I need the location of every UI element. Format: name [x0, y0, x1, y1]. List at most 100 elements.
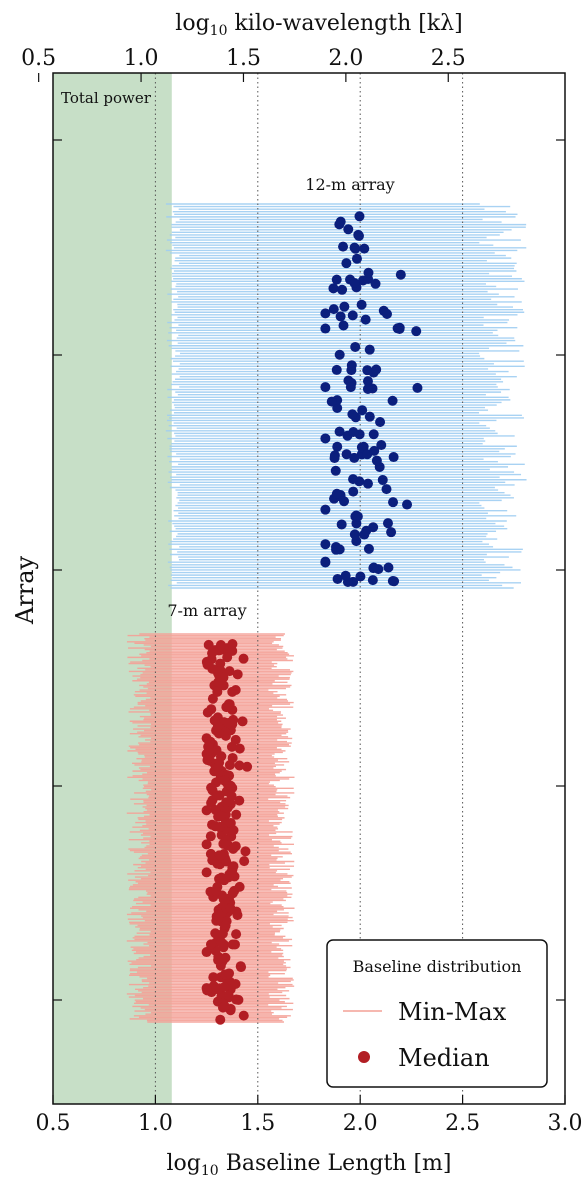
median-point [227, 939, 238, 950]
median-point [363, 267, 374, 278]
median-point [347, 409, 358, 420]
median-point [227, 752, 238, 763]
median-point [352, 511, 363, 522]
median-point [336, 519, 347, 530]
median-point [349, 452, 360, 463]
median-point [359, 243, 370, 254]
median-point [202, 755, 213, 766]
median-point [232, 910, 243, 921]
median-point [231, 994, 242, 1005]
median-point [349, 529, 360, 540]
median-point [211, 886, 222, 897]
median-point [368, 563, 379, 574]
median-point [360, 314, 371, 325]
median-point [375, 416, 386, 427]
median-point [362, 376, 373, 387]
median-point [331, 541, 342, 552]
median-point [231, 929, 242, 940]
median-point [338, 241, 349, 252]
median-point [335, 311, 346, 322]
median-point [347, 310, 358, 321]
median-point [236, 962, 247, 973]
median-point [224, 666, 235, 677]
chart-text: 0.5 1.0 1.5 2.0 2.5 3.0 0.5 1.0 1.5 2.0 2.5 log10 B… [11, 11, 583, 1179]
median-point [210, 928, 221, 939]
median-point [224, 968, 235, 979]
median-point [201, 839, 212, 850]
legend-box [326, 939, 548, 1088]
median-point [320, 433, 331, 444]
median-point [377, 474, 388, 485]
x-tick-label: 2.0 [343, 1111, 378, 1136]
median-point [223, 699, 234, 710]
legend-title: Baseline distribution [353, 957, 522, 976]
median-point [240, 846, 251, 857]
median-point [382, 518, 393, 529]
median-group-7m [201, 639, 253, 1025]
x-tick-label: 1.0 [138, 1111, 173, 1136]
median-point [357, 405, 368, 416]
median-point [212, 686, 223, 697]
median-point [230, 979, 241, 990]
median-point [208, 972, 219, 983]
median-point [207, 855, 218, 866]
median-point [206, 782, 217, 793]
median-point [382, 309, 393, 320]
median-point [332, 573, 343, 584]
median-point [201, 947, 212, 958]
median-point [371, 455, 382, 466]
median-point [387, 395, 398, 406]
median-group-12m [320, 211, 423, 587]
median-point [214, 821, 225, 832]
median-point [221, 797, 232, 808]
median-point [411, 326, 422, 337]
median-point [362, 478, 373, 489]
median-point [320, 539, 331, 550]
median-point [369, 445, 380, 456]
median-point [335, 216, 346, 227]
median-point [346, 360, 357, 371]
median-point [331, 274, 342, 285]
median-point [213, 728, 224, 739]
legend-median-label: Median [398, 1044, 490, 1072]
legend: Baseline distribution Min-Max Median [326, 939, 548, 1088]
median-point [386, 527, 397, 538]
median-point [222, 652, 233, 663]
median-point [348, 474, 359, 485]
group-label-7m: 7-m array [167, 601, 246, 620]
median-point [376, 440, 387, 451]
median-point [326, 396, 337, 407]
median-point [320, 323, 331, 334]
median-point [331, 488, 342, 499]
median-point [389, 576, 400, 587]
median-point [218, 1002, 229, 1013]
median-point [320, 308, 331, 319]
median-point [351, 253, 362, 264]
median-point [338, 320, 349, 331]
median-point [320, 504, 331, 515]
median-point [353, 230, 364, 241]
median-point [355, 571, 366, 582]
median-point [362, 383, 373, 394]
median-point [395, 269, 406, 280]
top-tick-label: 2.0 [328, 46, 363, 71]
median-point [225, 903, 236, 914]
median-point [363, 543, 374, 554]
median-point [205, 939, 216, 950]
median-point [218, 942, 229, 953]
median-point [230, 734, 241, 745]
reference-lines [154, 73, 464, 1104]
median-point [364, 411, 375, 422]
legend-median-swatch [358, 1051, 370, 1063]
median-point [215, 850, 226, 861]
axes [38, 72, 566, 1105]
median-point [223, 718, 234, 729]
median-point [234, 743, 245, 754]
x-tick-label: 0.5 [36, 1111, 71, 1136]
median-point [388, 452, 399, 463]
median-point [370, 278, 381, 289]
median-point [334, 349, 345, 360]
median-point [349, 277, 360, 288]
median-point [234, 881, 245, 892]
